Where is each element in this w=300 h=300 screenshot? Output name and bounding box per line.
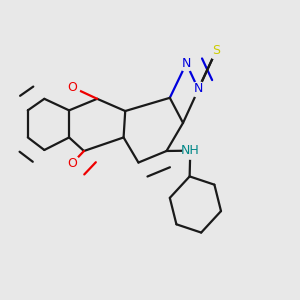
Text: S: S <box>212 44 220 57</box>
Text: NH: NH <box>181 144 200 157</box>
Text: O: O <box>68 81 77 94</box>
Text: O: O <box>68 157 77 170</box>
Text: N: N <box>182 57 191 70</box>
Text: N: N <box>194 82 203 95</box>
